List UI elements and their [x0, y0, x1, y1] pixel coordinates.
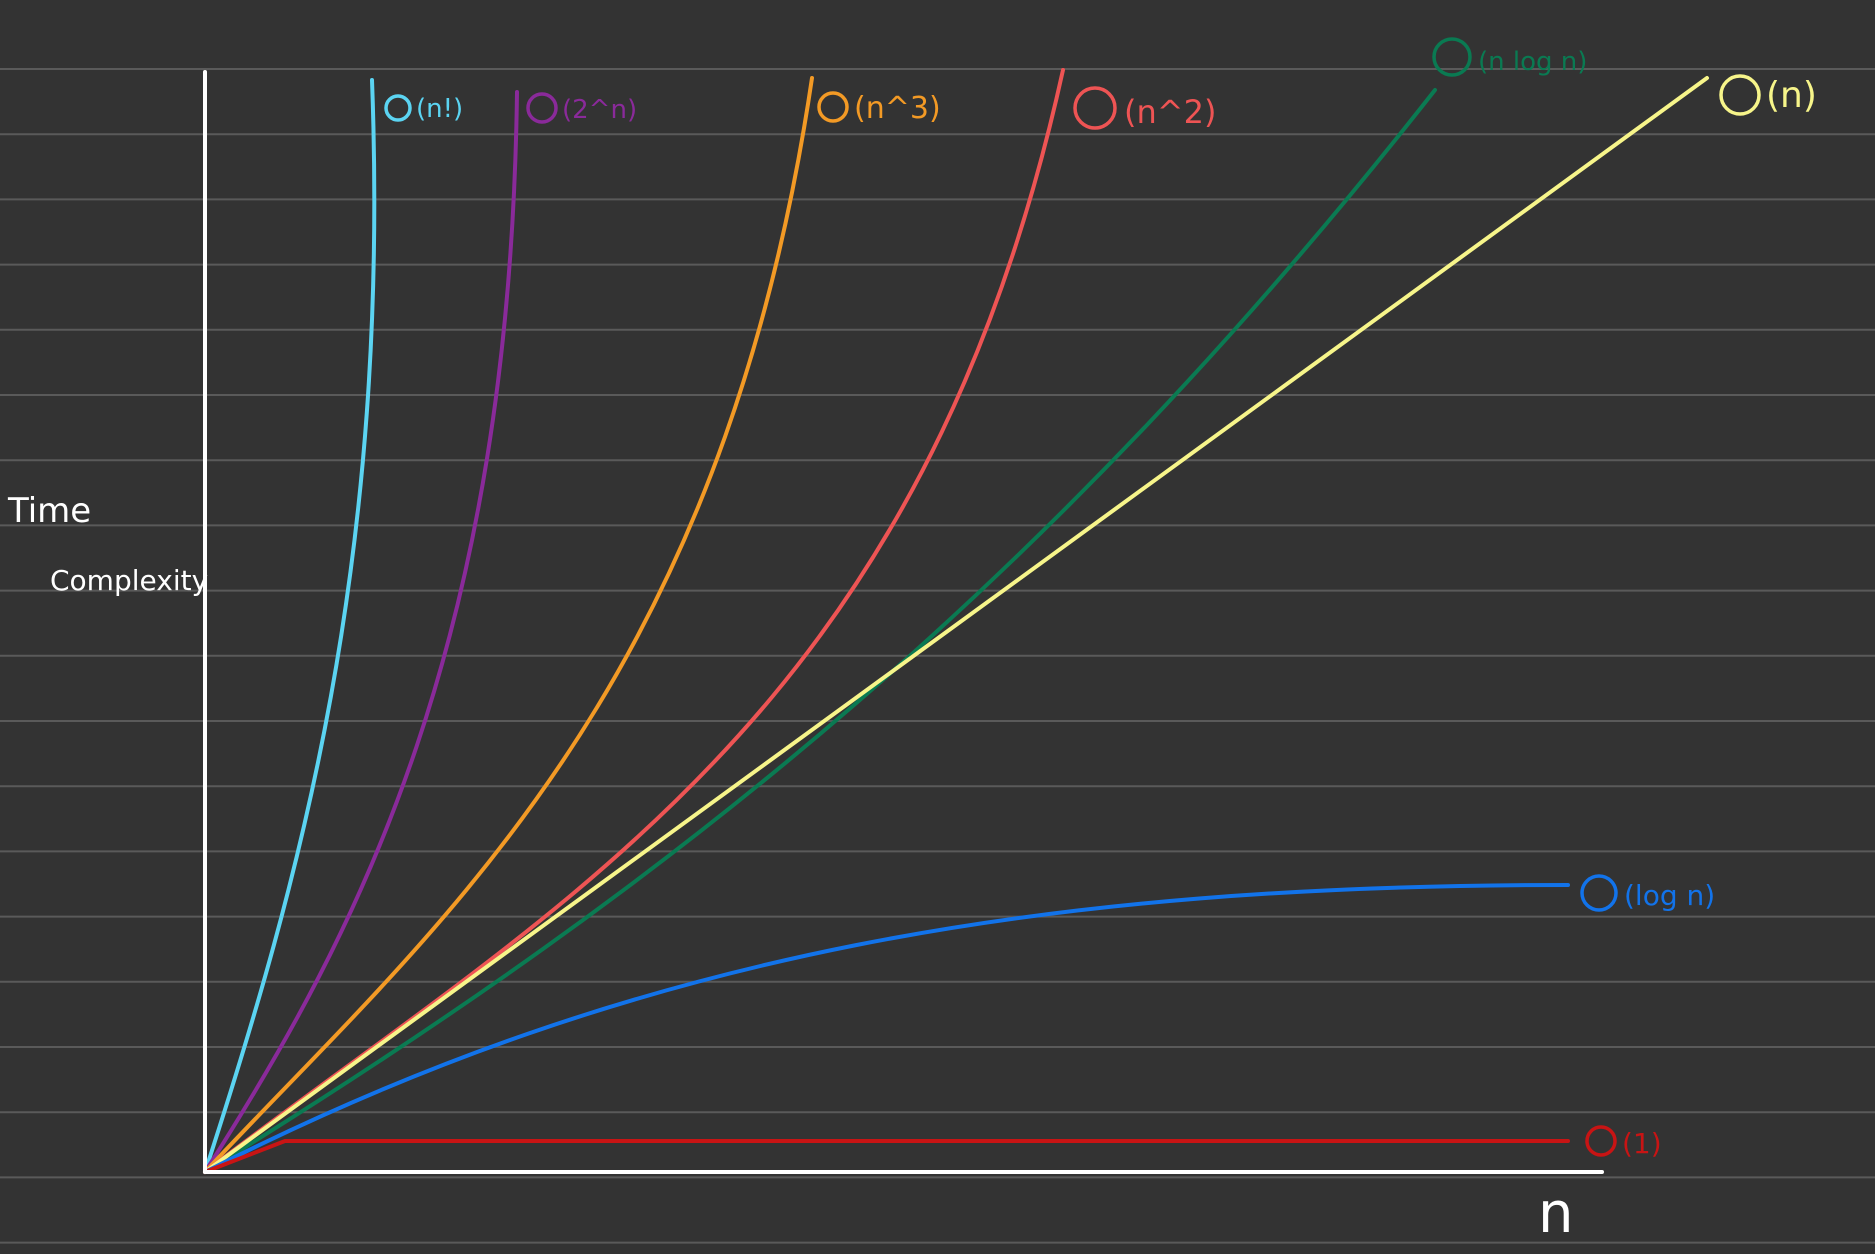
- series-label-text: (log n): [1624, 879, 1715, 912]
- series-curves: [203, 68, 1709, 1174]
- series-line-n: [203, 76, 1709, 1174]
- series-label-two_pow_n: (2^n): [526, 92, 637, 125]
- big-o-glyph: [1073, 86, 1117, 130]
- x-axis-label: n: [1538, 1181, 1574, 1246]
- series-label-text: (1): [1622, 1127, 1662, 1160]
- big-o-glyph: [1719, 74, 1761, 116]
- series-label-text: (n^2): [1124, 93, 1216, 131]
- series-line-log_n: [203, 883, 1570, 1174]
- series-line-n_log_n: [203, 88, 1437, 1174]
- big-o-glyph: [1580, 874, 1618, 912]
- series-line-n_factorial: [203, 78, 377, 1174]
- series-label-text: (n!): [416, 94, 463, 124]
- series-line-n_squared: [203, 68, 1065, 1174]
- series-label-constant: (1): [1585, 1125, 1662, 1160]
- series-label-n_log_n: (n log n): [1432, 37, 1587, 77]
- series-label-text: (n^3): [854, 91, 941, 126]
- y-axis-label-line2: Complexity: [50, 564, 208, 597]
- series-label-text: (n log n): [1478, 47, 1587, 77]
- series-label-n_factorial: (n!): [384, 94, 463, 124]
- series-label-log_n: (log n): [1580, 874, 1715, 912]
- big-o-glyph: [526, 92, 558, 124]
- big-o-glyph: [1585, 1125, 1617, 1157]
- axes: [203, 70, 1604, 1174]
- series-line-n_cubed: [203, 76, 814, 1174]
- series-labels: (n!) (2^n) (n^3) (n^2) (n log n) (n) (log n) (1…: [384, 37, 1817, 1160]
- y-axis-label-line1: Time: [7, 491, 91, 531]
- series-label-n_cubed: (n^3): [817, 91, 941, 126]
- big-o-glyph: [817, 91, 849, 123]
- series-label-n: (n): [1719, 74, 1817, 116]
- series-label-n_squared: (n^2): [1073, 86, 1216, 131]
- series-label-text: (2^n): [562, 95, 637, 125]
- series-line-constant: [203, 1139, 1570, 1174]
- gridlines: [0, 68, 1875, 1244]
- big-o-glyph: [1432, 37, 1472, 77]
- series-label-text: (n): [1766, 75, 1817, 116]
- series-line-two_pow_n: [203, 90, 519, 1174]
- big-o-glyph: [384, 94, 412, 122]
